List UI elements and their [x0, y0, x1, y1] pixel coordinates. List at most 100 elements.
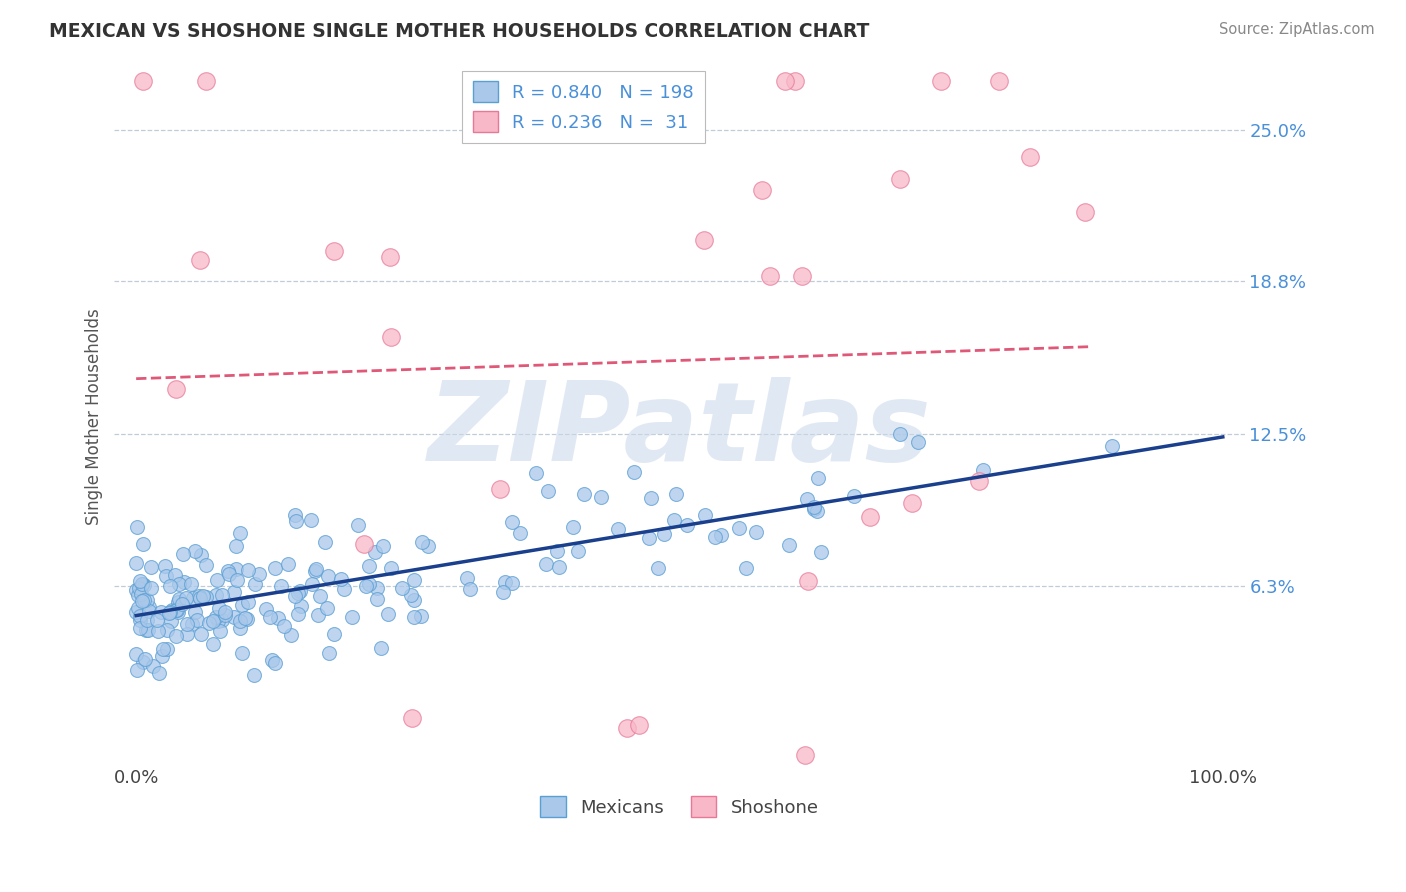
Point [647, 560, 669, 574]
Point [270, 579, 292, 593]
Point [547, 559, 569, 574]
Point [494, 574, 516, 589]
Point [214, 607, 236, 622]
Point [675, 518, 697, 533]
Point [277, 557, 299, 571]
Point [183, 544, 205, 558]
Point [159, 605, 181, 619]
Point [290, 599, 312, 614]
Point [803, 500, 825, 514]
Point [404, 573, 426, 587]
Point [243, 668, 266, 682]
Point [316, 601, 339, 615]
Point [134, 651, 156, 665]
Point [201, 614, 224, 628]
Point [501, 576, 523, 591]
Point [399, 588, 422, 602]
Point [794, 748, 817, 763]
Point [287, 586, 309, 600]
Point [139, 581, 162, 595]
Point [665, 487, 688, 501]
Point [907, 435, 929, 450]
Point [150, 648, 173, 663]
Point [184, 605, 207, 619]
Point [243, 577, 266, 591]
Point [703, 530, 725, 544]
Point [637, 531, 659, 545]
Point [152, 642, 174, 657]
Point [190, 548, 212, 562]
Point [142, 658, 165, 673]
Point [135, 623, 157, 637]
Point [159, 579, 181, 593]
Point [155, 623, 177, 637]
Point [125, 647, 148, 661]
Point [229, 526, 252, 541]
Point [128, 613, 150, 627]
Point [236, 595, 259, 609]
Point [299, 513, 322, 527]
Point [132, 536, 155, 550]
Point [280, 628, 302, 642]
Point [357, 558, 380, 573]
Point [401, 711, 423, 725]
Point [254, 602, 277, 616]
Point [128, 581, 150, 595]
Point [301, 577, 323, 591]
Point [145, 613, 167, 627]
Point [165, 382, 187, 396]
Point [844, 489, 866, 503]
Point [138, 604, 160, 618]
Point [290, 583, 312, 598]
Point [284, 589, 307, 603]
Point [165, 629, 187, 643]
Point [710, 528, 733, 542]
Point [181, 591, 204, 605]
Point [167, 605, 190, 619]
Point [194, 73, 217, 87]
Point [155, 559, 177, 574]
Point [972, 463, 994, 477]
Point [125, 583, 148, 598]
Point [460, 582, 482, 597]
Point [695, 508, 717, 522]
Point [623, 465, 645, 479]
Point [316, 569, 339, 583]
Point [191, 590, 214, 604]
Point [188, 591, 211, 605]
Point [378, 250, 401, 264]
Point [160, 603, 183, 617]
Point [929, 73, 952, 87]
Point [128, 608, 150, 623]
Point [136, 624, 159, 638]
Point [228, 621, 250, 635]
Point [589, 490, 612, 504]
Point [157, 607, 180, 621]
Point [572, 486, 595, 500]
Point [304, 564, 326, 578]
Point [796, 491, 818, 506]
Point [790, 269, 813, 284]
Point [226, 574, 249, 588]
Point [409, 608, 432, 623]
Point [129, 621, 152, 635]
Point [783, 73, 806, 87]
Point [380, 330, 402, 344]
Point [188, 253, 211, 268]
Point [340, 610, 363, 624]
Point [136, 593, 159, 607]
Point [264, 657, 287, 671]
Point [308, 589, 330, 603]
Point [127, 588, 149, 602]
Point [138, 599, 160, 614]
Point [307, 608, 329, 623]
Point [125, 605, 148, 619]
Point [176, 626, 198, 640]
Point [190, 627, 212, 641]
Point [524, 466, 547, 480]
Point [988, 781, 1011, 796]
Point [797, 574, 820, 588]
Point [128, 574, 150, 589]
Point [492, 585, 515, 599]
Point [509, 526, 531, 541]
